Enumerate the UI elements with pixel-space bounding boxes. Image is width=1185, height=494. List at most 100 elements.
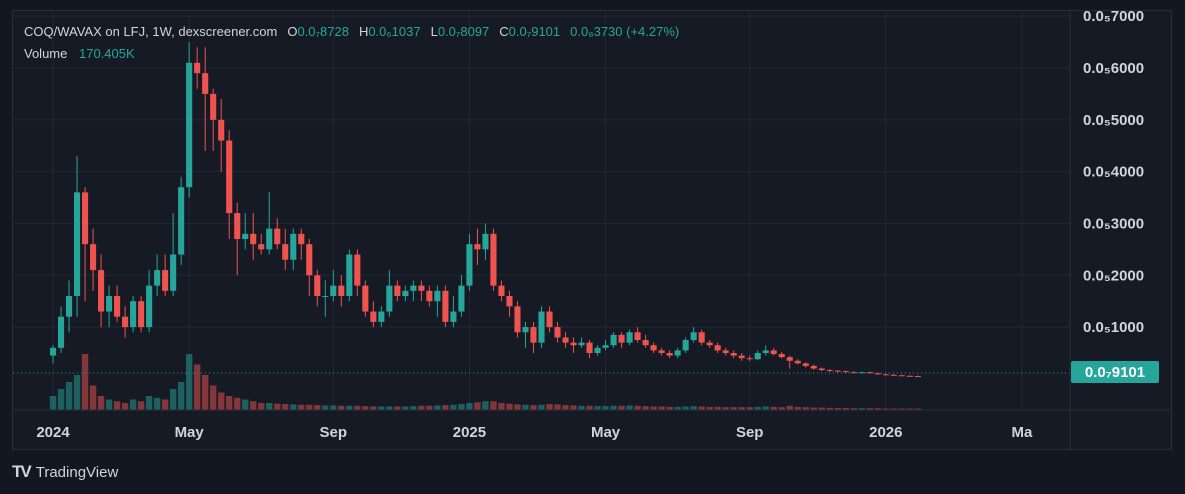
volume-bar: [554, 404, 561, 410]
volume-bar: [874, 408, 882, 410]
volume-bar: [770, 406, 777, 410]
candle-body: [418, 285, 425, 291]
candle-body: [210, 93, 217, 120]
open-key: O: [287, 24, 298, 39]
volume-bar: [89, 385, 97, 410]
candle-body: [410, 285, 417, 291]
volume-bar: [746, 407, 753, 410]
candle-body: [634, 332, 641, 341]
volume-bar: [274, 403, 281, 410]
candle-body: [146, 285, 153, 328]
candle-body: [570, 342, 577, 346]
volume-bar: [490, 401, 497, 410]
volume-bar: [338, 405, 345, 410]
candle-body: [810, 365, 817, 369]
candle-body: [242, 233, 249, 239]
candle-body: [842, 371, 849, 373]
candle-body: [434, 290, 441, 302]
axis-separators: [13, 11, 1171, 449]
volume-bar: [322, 405, 329, 410]
candle-body: [378, 311, 385, 322]
volume-bar: [850, 408, 857, 410]
volume-bar: [658, 406, 665, 410]
volume-bar: [802, 407, 809, 410]
candle-body: [234, 213, 241, 239]
volume-bar: [514, 404, 521, 410]
y-tick-label: 0.0₅4000: [1083, 164, 1144, 181]
volume-bar: [730, 407, 737, 410]
volume-bar: [193, 364, 201, 410]
volume-bar: [362, 406, 369, 410]
candle-body: [474, 244, 481, 250]
volume-bar: [546, 404, 553, 410]
volume-bar: [226, 396, 233, 410]
candle-body: [290, 233, 297, 260]
y-tick-label: 0.0₅7000: [1083, 8, 1144, 25]
x-tick-label: Sep: [320, 424, 348, 441]
volume-bar: [217, 392, 225, 410]
volume-bar: [402, 406, 409, 410]
candle-body: [330, 285, 337, 296]
volume-bar: [826, 407, 833, 410]
volume-bar: [145, 396, 153, 410]
candle-body: [722, 350, 729, 353]
volume-bar: [105, 399, 113, 410]
candle-body: [898, 375, 905, 377]
candle-body: [682, 340, 689, 351]
candle-body: [74, 192, 81, 296]
high-value: 0.0₆1037: [368, 24, 421, 39]
close-value: 0.0₇9101: [508, 24, 561, 39]
low-key: L: [430, 24, 438, 39]
volume-bar: [394, 406, 401, 410]
volume-bar: [642, 406, 649, 410]
candle-body: [906, 375, 913, 377]
candle-body: [738, 355, 745, 359]
volume-bar: [129, 399, 137, 410]
x-tick-label: Sep: [736, 424, 764, 441]
volume-bar: [169, 389, 177, 410]
candle-body: [226, 140, 233, 214]
candle-body: [698, 332, 705, 343]
candle-body: [826, 370, 833, 372]
candle-body: [106, 296, 113, 312]
volume-bar: [866, 408, 874, 410]
candle-body: [802, 363, 809, 366]
volume-bar: [161, 399, 169, 410]
candle-body: [394, 285, 401, 296]
volume-bar: [602, 406, 609, 410]
open-value: 0.0₇8728: [297, 24, 349, 39]
brand-name: TradingView: [35, 463, 119, 481]
candle-body: [490, 233, 497, 286]
y-tick-label: 0.0₅6000: [1083, 60, 1144, 77]
volume-label: Volume: [24, 46, 68, 61]
volume-bar: [650, 406, 657, 410]
volume-bar: [754, 406, 761, 410]
candle-body: [274, 228, 281, 245]
volume-bar: [858, 408, 866, 410]
candle-body: [306, 244, 313, 276]
volume-bar: [810, 407, 817, 410]
candle-body: [762, 350, 769, 353]
volume-bar: [354, 405, 361, 410]
candle-body: [218, 119, 225, 141]
volume-bar: [450, 404, 457, 410]
volume-bar: [137, 401, 145, 410]
x-tick-label: Ma: [1012, 424, 1033, 441]
candle-body: [626, 332, 633, 343]
candle-body: [138, 301, 145, 328]
volume-bar: [898, 408, 906, 410]
candle-body: [49, 347, 57, 356]
volume-bar: [418, 405, 425, 410]
volume-bar: [306, 404, 313, 410]
change-value: 0.0₈3730 (+4.27%): [570, 24, 680, 39]
x-tick-label: 2024: [36, 424, 70, 441]
volume-bar: [586, 405, 593, 410]
volume-bar: [209, 385, 217, 410]
tradingview-logo[interactable]: TV TradingView: [12, 462, 118, 482]
volume-bar: [890, 408, 898, 410]
candle-body: [882, 374, 889, 376]
candle-body: [370, 311, 377, 322]
volume-bar: [530, 405, 537, 410]
candle-body: [538, 311, 545, 343]
